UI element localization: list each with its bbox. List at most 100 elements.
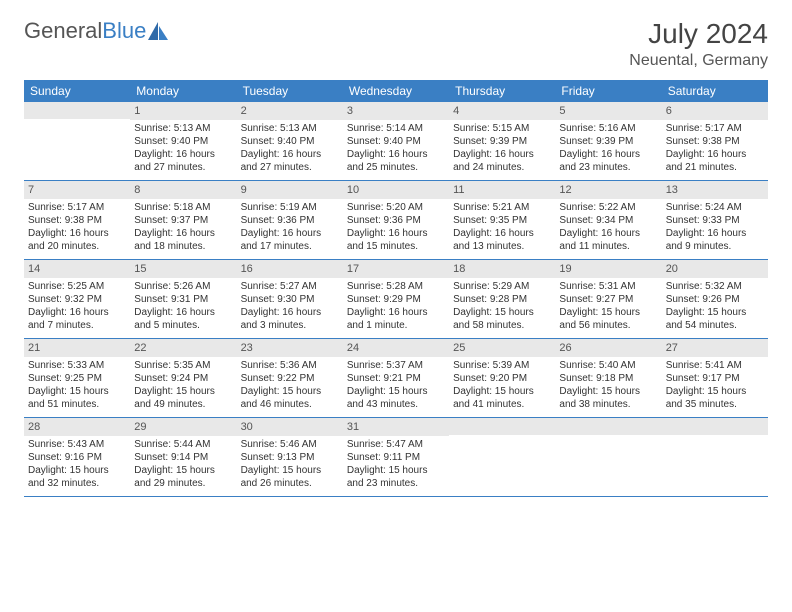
day-details: Sunrise: 5:20 AMSunset: 9:36 PMDaylight:… <box>343 199 449 257</box>
calendar-cell: 1Sunrise: 5:13 AMSunset: 9:40 PMDaylight… <box>130 102 236 180</box>
day-number: 16 <box>237 260 343 278</box>
sunrise-text: Sunrise: 5:46 AM <box>241 438 339 451</box>
calendar-cell: 26Sunrise: 5:40 AMSunset: 9:18 PMDayligh… <box>555 339 661 417</box>
daylight-text: Daylight: 15 hours and 54 minutes. <box>666 306 764 332</box>
day-details: Sunrise: 5:28 AMSunset: 9:29 PMDaylight:… <box>343 278 449 336</box>
daylight-text: Daylight: 16 hours and 23 minutes. <box>559 148 657 174</box>
calendar-row: 21Sunrise: 5:33 AMSunset: 9:25 PMDayligh… <box>24 339 768 418</box>
daylight-text: Daylight: 15 hours and 35 minutes. <box>666 385 764 411</box>
sunrise-text: Sunrise: 5:18 AM <box>134 201 232 214</box>
day-details: Sunrise: 5:24 AMSunset: 9:33 PMDaylight:… <box>662 199 768 257</box>
calendar-cell: 3Sunrise: 5:14 AMSunset: 9:40 PMDaylight… <box>343 102 449 180</box>
calendar-cell: 10Sunrise: 5:20 AMSunset: 9:36 PMDayligh… <box>343 181 449 259</box>
daylight-text: Daylight: 16 hours and 18 minutes. <box>134 227 232 253</box>
sunrise-text: Sunrise: 5:14 AM <box>347 122 445 135</box>
daylight-text: Daylight: 15 hours and 56 minutes. <box>559 306 657 332</box>
day-details: Sunrise: 5:47 AMSunset: 9:11 PMDaylight:… <box>343 436 449 494</box>
day-number: 30 <box>237 418 343 436</box>
sunrise-text: Sunrise: 5:27 AM <box>241 280 339 293</box>
calendar-cell <box>24 102 130 180</box>
sunrise-text: Sunrise: 5:40 AM <box>559 359 657 372</box>
calendar-cell: 15Sunrise: 5:26 AMSunset: 9:31 PMDayligh… <box>130 260 236 338</box>
sunrise-text: Sunrise: 5:16 AM <box>559 122 657 135</box>
calendar-cell: 18Sunrise: 5:29 AMSunset: 9:28 PMDayligh… <box>449 260 555 338</box>
calendar-cell <box>449 418 555 496</box>
calendar-cell: 13Sunrise: 5:24 AMSunset: 9:33 PMDayligh… <box>662 181 768 259</box>
daylight-text: Daylight: 16 hours and 9 minutes. <box>666 227 764 253</box>
daylight-text: Daylight: 16 hours and 25 minutes. <box>347 148 445 174</box>
sunrise-text: Sunrise: 5:41 AM <box>666 359 764 372</box>
day-number: 5 <box>555 102 661 120</box>
logo-word2: Blue <box>102 18 146 43</box>
daylight-text: Daylight: 15 hours and 32 minutes. <box>28 464 126 490</box>
calendar-cell: 8Sunrise: 5:18 AMSunset: 9:37 PMDaylight… <box>130 181 236 259</box>
calendar-row: 1Sunrise: 5:13 AMSunset: 9:40 PMDaylight… <box>24 102 768 181</box>
sunset-text: Sunset: 9:14 PM <box>134 451 232 464</box>
daylight-text: Daylight: 16 hours and 11 minutes. <box>559 227 657 253</box>
calendar-cell: 29Sunrise: 5:44 AMSunset: 9:14 PMDayligh… <box>130 418 236 496</box>
day-number: 15 <box>130 260 236 278</box>
sunrise-text: Sunrise: 5:26 AM <box>134 280 232 293</box>
sunrise-text: Sunrise: 5:22 AM <box>559 201 657 214</box>
day-number <box>555 418 661 435</box>
day-details: Sunrise: 5:44 AMSunset: 9:14 PMDaylight:… <box>130 436 236 494</box>
sunset-text: Sunset: 9:39 PM <box>453 135 551 148</box>
day-details: Sunrise: 5:33 AMSunset: 9:25 PMDaylight:… <box>24 357 130 415</box>
day-number: 6 <box>662 102 768 120</box>
sunset-text: Sunset: 9:27 PM <box>559 293 657 306</box>
sunset-text: Sunset: 9:34 PM <box>559 214 657 227</box>
day-details: Sunrise: 5:22 AMSunset: 9:34 PMDaylight:… <box>555 199 661 257</box>
calendar-cell: 11Sunrise: 5:21 AMSunset: 9:35 PMDayligh… <box>449 181 555 259</box>
day-details: Sunrise: 5:19 AMSunset: 9:36 PMDaylight:… <box>237 199 343 257</box>
day-details: Sunrise: 5:17 AMSunset: 9:38 PMDaylight:… <box>24 199 130 257</box>
sunset-text: Sunset: 9:25 PM <box>28 372 126 385</box>
day-details: Sunrise: 5:41 AMSunset: 9:17 PMDaylight:… <box>662 357 768 415</box>
daylight-text: Daylight: 15 hours and 58 minutes. <box>453 306 551 332</box>
day-number: 13 <box>662 181 768 199</box>
day-number <box>662 418 768 435</box>
day-number: 10 <box>343 181 449 199</box>
sunset-text: Sunset: 9:31 PM <box>134 293 232 306</box>
daylight-text: Daylight: 16 hours and 1 minute. <box>347 306 445 332</box>
day-details: Sunrise: 5:39 AMSunset: 9:20 PMDaylight:… <box>449 357 555 415</box>
calendar-cell <box>555 418 661 496</box>
calendar-cell: 23Sunrise: 5:36 AMSunset: 9:22 PMDayligh… <box>237 339 343 417</box>
sunrise-text: Sunrise: 5:24 AM <box>666 201 764 214</box>
sunset-text: Sunset: 9:21 PM <box>347 372 445 385</box>
day-number: 2 <box>237 102 343 120</box>
day-number: 20 <box>662 260 768 278</box>
daylight-text: Daylight: 15 hours and 38 minutes. <box>559 385 657 411</box>
sunset-text: Sunset: 9:36 PM <box>241 214 339 227</box>
calendar-row: 14Sunrise: 5:25 AMSunset: 9:32 PMDayligh… <box>24 260 768 339</box>
daylight-text: Daylight: 16 hours and 17 minutes. <box>241 227 339 253</box>
logo-word1: General <box>24 18 102 43</box>
sunset-text: Sunset: 9:13 PM <box>241 451 339 464</box>
calendar-cell: 9Sunrise: 5:19 AMSunset: 9:36 PMDaylight… <box>237 181 343 259</box>
day-details: Sunrise: 5:32 AMSunset: 9:26 PMDaylight:… <box>662 278 768 336</box>
daylight-text: Daylight: 15 hours and 29 minutes. <box>134 464 232 490</box>
calendar-cell: 21Sunrise: 5:33 AMSunset: 9:25 PMDayligh… <box>24 339 130 417</box>
sunrise-text: Sunrise: 5:44 AM <box>134 438 232 451</box>
calendar-cell: 31Sunrise: 5:47 AMSunset: 9:11 PMDayligh… <box>343 418 449 496</box>
calendar-cell: 30Sunrise: 5:46 AMSunset: 9:13 PMDayligh… <box>237 418 343 496</box>
day-number: 19 <box>555 260 661 278</box>
sunset-text: Sunset: 9:32 PM <box>28 293 126 306</box>
calendar-cell: 16Sunrise: 5:27 AMSunset: 9:30 PMDayligh… <box>237 260 343 338</box>
sunset-text: Sunset: 9:18 PM <box>559 372 657 385</box>
day-details: Sunrise: 5:35 AMSunset: 9:24 PMDaylight:… <box>130 357 236 415</box>
sunset-text: Sunset: 9:38 PM <box>666 135 764 148</box>
day-details: Sunrise: 5:37 AMSunset: 9:21 PMDaylight:… <box>343 357 449 415</box>
day-number: 17 <box>343 260 449 278</box>
day-details: Sunrise: 5:15 AMSunset: 9:39 PMDaylight:… <box>449 120 555 178</box>
sunset-text: Sunset: 9:24 PM <box>134 372 232 385</box>
day-number <box>449 418 555 435</box>
sunset-text: Sunset: 9:16 PM <box>28 451 126 464</box>
daylight-text: Daylight: 16 hours and 20 minutes. <box>28 227 126 253</box>
day-details: Sunrise: 5:21 AMSunset: 9:35 PMDaylight:… <box>449 199 555 257</box>
day-number: 8 <box>130 181 236 199</box>
calendar-cell: 20Sunrise: 5:32 AMSunset: 9:26 PMDayligh… <box>662 260 768 338</box>
calendar-cell: 17Sunrise: 5:28 AMSunset: 9:29 PMDayligh… <box>343 260 449 338</box>
day-number: 14 <box>24 260 130 278</box>
sunset-text: Sunset: 9:38 PM <box>28 214 126 227</box>
daylight-text: Daylight: 16 hours and 13 minutes. <box>453 227 551 253</box>
